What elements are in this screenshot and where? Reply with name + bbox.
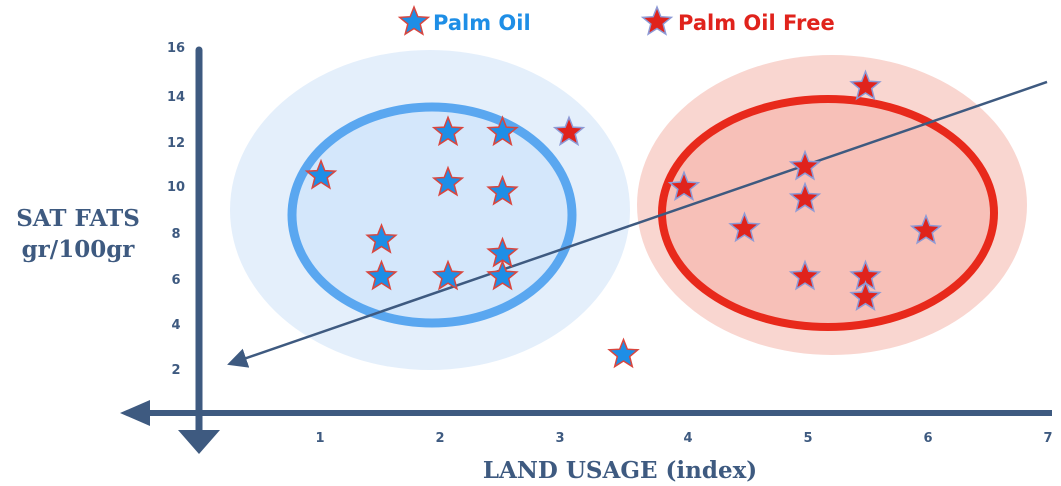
y-tick-label: 12 (167, 136, 185, 151)
palm-oil-point (365, 259, 398, 291)
legend-label-palm-oil-free: Palm Oil Free (678, 11, 835, 35)
palm-oil-free-ring (658, 95, 998, 331)
x-tick-label: 7 (1043, 431, 1052, 446)
y-tick-label: 2 (171, 363, 180, 378)
x-axis-arrow (120, 400, 150, 426)
y-tick-label: 6 (171, 273, 180, 288)
palm-oil-free-point (788, 181, 822, 213)
palm-oil-point (486, 174, 519, 206)
x-tick-label: 1 (315, 431, 324, 446)
legend-star-icon (397, 4, 431, 36)
x-tick-label: 4 (683, 431, 692, 446)
y-tick-label: 10 (167, 180, 185, 195)
axes (120, 46, 1052, 454)
palm-oil-free-point (728, 211, 761, 243)
palm-oil-free-point (788, 259, 822, 291)
y-axis-title-line2: gr/100gr (22, 236, 136, 263)
x-tick-label: 5 (803, 431, 812, 446)
palm-oil-point (431, 115, 465, 147)
palm-oil-point (607, 337, 640, 369)
palm-oil-free-point (667, 170, 701, 202)
x-tick-label: 3 (555, 431, 564, 446)
y-axis-title-line1: SAT FATS (16, 205, 140, 232)
palm-oil-free-point (909, 213, 943, 245)
palm-oil-free-point (552, 115, 586, 147)
palm-oil-free-point (849, 69, 882, 101)
palm-oil-point (431, 165, 465, 197)
legend-star-icon (640, 4, 674, 36)
legend: Palm Oil Palm Oil Free (397, 4, 835, 36)
y-tick-label: 8 (171, 227, 180, 242)
palm-oil-point (365, 222, 398, 254)
palm-oil-free-point (788, 149, 822, 181)
palm-oil-point (486, 115, 519, 147)
palm-oil-point (486, 259, 519, 291)
trend-line (227, 80, 1048, 368)
x-tick-label: 2 (435, 431, 444, 446)
palm-oil-free-point (849, 280, 882, 311)
y-tick-label: 16 (167, 41, 185, 56)
data-points (304, 69, 943, 369)
palm-oil-point (304, 158, 338, 190)
x-tick-label: 6 (923, 431, 932, 446)
palm-oil-point (431, 259, 465, 291)
x-tick-labels: 1 2 3 4 5 6 7 (315, 431, 1052, 446)
legend-label-palm-oil: Palm Oil (433, 11, 531, 35)
y-tick-labels: 2 4 6 8 10 12 14 16 (167, 41, 185, 378)
y-axis-arrow (178, 430, 220, 454)
palm-oil-ring (287, 102, 577, 328)
x-axis-title: LAND USAGE (index) (483, 457, 757, 484)
y-tick-label: 4 (171, 318, 180, 333)
y-tick-label: 14 (167, 90, 185, 105)
clusters (230, 50, 1027, 370)
